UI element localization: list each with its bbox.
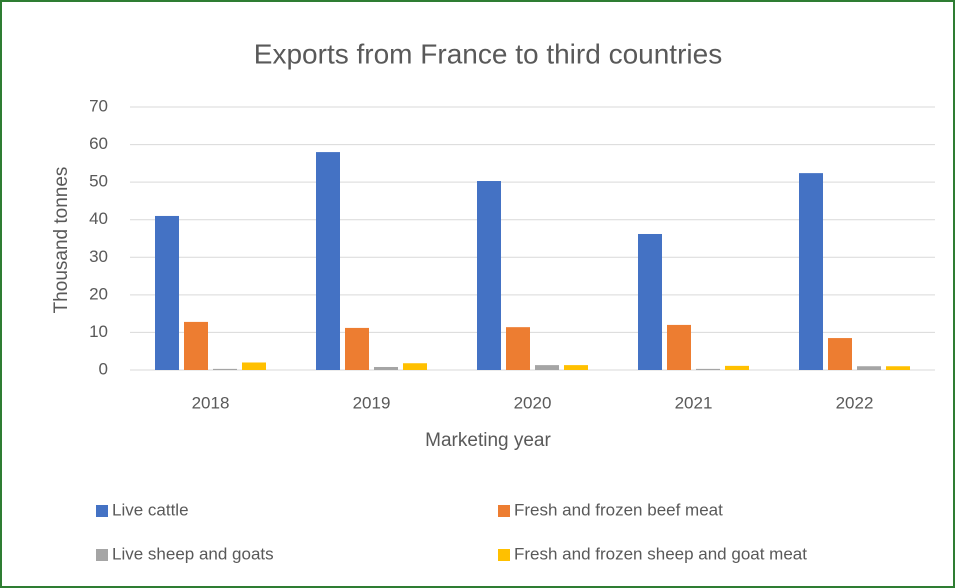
legend-label: Fresh and frozen beef meat — [514, 500, 723, 519]
bar — [638, 233, 662, 370]
legend-label: Live sheep and goats — [112, 544, 274, 563]
bar — [242, 362, 266, 370]
x-tick-label: 2022 — [836, 393, 874, 412]
bar — [564, 365, 588, 370]
bar — [374, 366, 398, 370]
legend-label: Fresh and frozen sheep and goat meat — [514, 544, 807, 563]
bar — [535, 365, 559, 370]
x-axis-label: Marketing year — [425, 430, 551, 451]
bar — [696, 368, 720, 370]
bar — [799, 173, 823, 370]
bar — [213, 368, 237, 370]
legend-swatch — [96, 549, 108, 561]
x-tick-label: 2021 — [675, 393, 713, 412]
bar — [886, 366, 910, 370]
y-tick-label: 50 — [89, 172, 108, 191]
bar — [725, 365, 749, 370]
y-tick-label: 0 — [99, 359, 108, 378]
y-tick-label: 10 — [89, 322, 108, 341]
bar — [155, 215, 179, 370]
y-tick-label: 60 — [89, 134, 108, 153]
y-axis-label: Thousand tonnes — [51, 167, 72, 314]
x-tick-label: 2018 — [192, 393, 230, 412]
legend-label: Live cattle — [112, 500, 189, 519]
bar — [828, 338, 852, 370]
x-tick-label: 2020 — [514, 393, 552, 412]
bar — [667, 324, 691, 370]
legend-swatch — [96, 505, 108, 517]
legend-swatch — [498, 505, 510, 517]
y-tick-label: 70 — [89, 96, 108, 115]
bar — [403, 363, 427, 370]
bar — [345, 327, 369, 370]
chart-title: Exports from France to third countries — [254, 38, 722, 69]
y-tick-label: 30 — [89, 247, 108, 266]
bar — [184, 321, 208, 370]
bar — [316, 152, 340, 370]
bar — [477, 181, 501, 370]
y-tick-label: 40 — [89, 209, 108, 228]
x-tick-label: 2019 — [353, 393, 391, 412]
y-tick-label: 20 — [89, 284, 108, 303]
bar — [506, 327, 530, 370]
legend-swatch — [498, 549, 510, 561]
bar — [857, 366, 881, 370]
